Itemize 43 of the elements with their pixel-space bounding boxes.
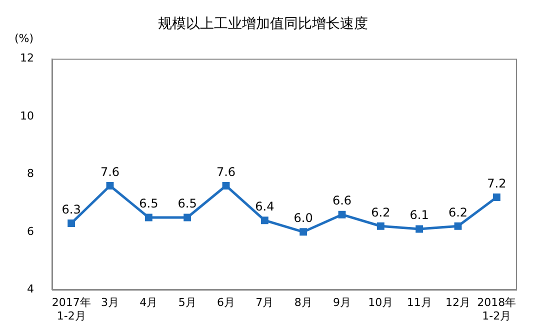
point <box>222 182 230 190</box>
data-label: 6.5 <box>178 196 197 211</box>
point <box>106 182 114 190</box>
x-tick-label: 11月 <box>406 296 432 310</box>
y-tick-label: 4 <box>26 282 34 296</box>
point <box>454 222 462 230</box>
data-label: 7.2 <box>487 176 506 190</box>
x-tick-label: 7月 <box>256 296 274 310</box>
data-label: 7.6 <box>100 164 120 179</box>
y-axis-title: (%) <box>14 32 34 46</box>
data-label: 7.6 <box>216 164 236 179</box>
point <box>338 210 346 218</box>
data-label: 6.1 <box>410 208 429 222</box>
x-tick-label: 10月 <box>368 296 394 310</box>
data-label: 6.2 <box>448 205 468 220</box>
data-label: 6.0 <box>294 211 313 226</box>
point <box>492 194 500 202</box>
data-label: 6.3 <box>62 202 81 216</box>
x-tick-label: 4月 <box>140 296 158 310</box>
y-tick-label: 10 <box>20 109 34 122</box>
x-tick-label: 12月 <box>446 296 470 310</box>
data-label: 6.2 <box>371 205 390 220</box>
point <box>260 216 268 224</box>
point <box>68 220 76 227</box>
y-tick-label: 12 <box>20 52 34 65</box>
y-tick-label: 8 <box>26 167 34 180</box>
x-tick-label: 5月 <box>178 296 196 310</box>
x-tick-label: 9月 <box>333 296 351 310</box>
y-tick-label: 6 <box>26 224 34 238</box>
point <box>376 222 384 230</box>
x-tick-label: 2018年 1-2月 <box>477 296 516 322</box>
point <box>416 225 424 233</box>
chart-title: 规模以上工业增加值同比增长速度 <box>158 16 368 32</box>
x-tick-label: 2017年 1-2月 <box>52 296 91 322</box>
point <box>184 214 192 222</box>
data-label: 6.4 <box>255 199 274 214</box>
point <box>300 228 308 236</box>
data-label: 6.6 <box>332 194 352 208</box>
x-tick-label: 6月 <box>217 296 235 310</box>
x-tick-label: 8月 <box>294 296 312 310</box>
data-label: 6.5 <box>139 196 158 211</box>
point <box>144 214 152 222</box>
x-tick-label: 3月 <box>100 296 119 310</box>
